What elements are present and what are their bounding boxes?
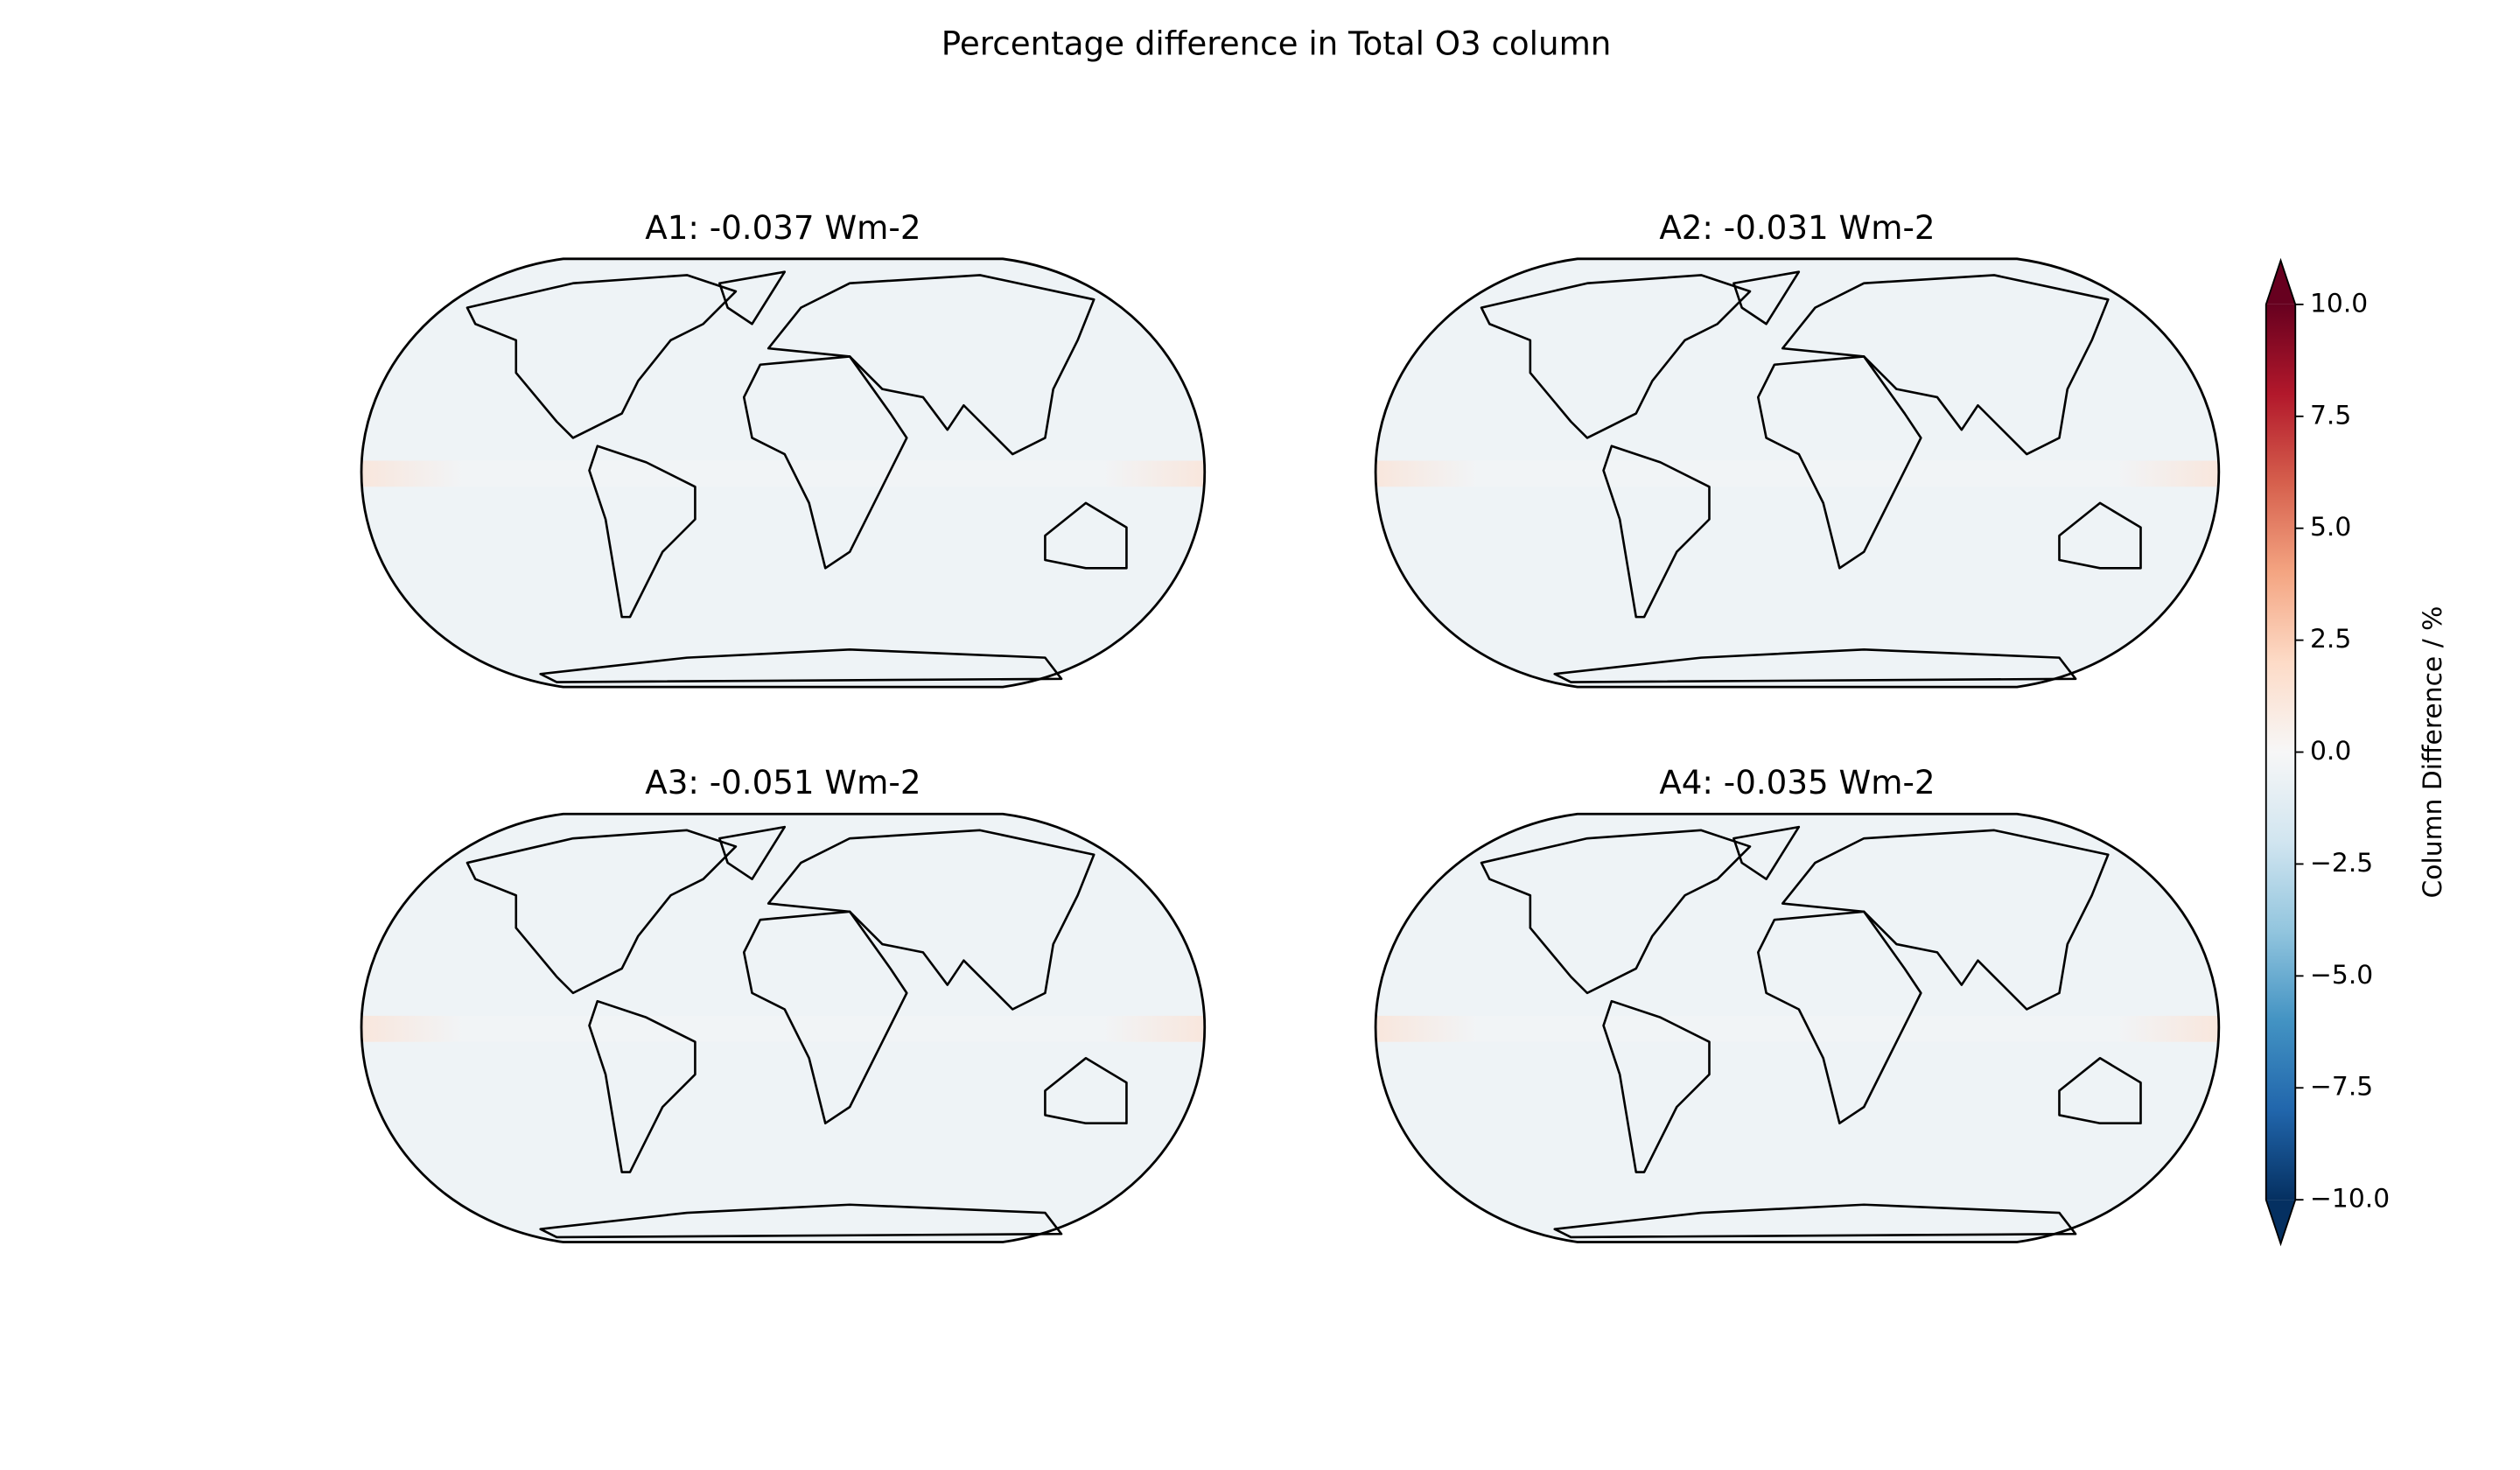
map-panel	[360, 257, 1207, 689]
colorbar-tick-label: −7.5	[2310, 1072, 2373, 1102]
colorbar-extend-max	[2265, 260, 2296, 304]
colorbar-label: Column Difference / %	[2418, 606, 2448, 899]
colorbar-tick-label: −5.0	[2310, 960, 2373, 990]
map-panel	[360, 812, 1207, 1243]
colorbar-tick-label: 10.0	[2310, 288, 2368, 318]
colorbar-tick-label: 0.0	[2310, 736, 2351, 766]
map-panel	[1374, 257, 2221, 689]
colorbar: −10.0 −7.5 −5.0 −2.5 0.0 2.5 5.0 7.5 10.0	[2264, 257, 2390, 1247]
colorbar-tick-label: 7.5	[2310, 400, 2351, 430]
panel-title: A2: -0.031 Wm-2	[1659, 208, 1935, 247]
map-panel	[1374, 812, 2221, 1243]
panel-title: A4: -0.035 Wm-2	[1659, 763, 1935, 802]
panel-title: A3: -0.051 Wm-2	[645, 763, 920, 802]
panel-title: A1: -0.037 Wm-2	[645, 208, 920, 247]
colorbar-tick-label: 2.5	[2310, 624, 2351, 654]
panels: A1: -0.037 Wm-2 A2: -0.031 Wm-2 A3: -0.051…	[360, 208, 2221, 1243]
figure-title: Percentage difference in Total O3 column	[942, 24, 1612, 63]
colorbar-tick-label: 5.0	[2310, 512, 2351, 542]
colorbar-gradient	[2265, 304, 2296, 1200]
colorbar-tick-label: −10.0	[2310, 1184, 2390, 1214]
colorbar-tick-label: −2.5	[2310, 848, 2373, 878]
colorbar-extend-min	[2265, 1200, 2296, 1244]
